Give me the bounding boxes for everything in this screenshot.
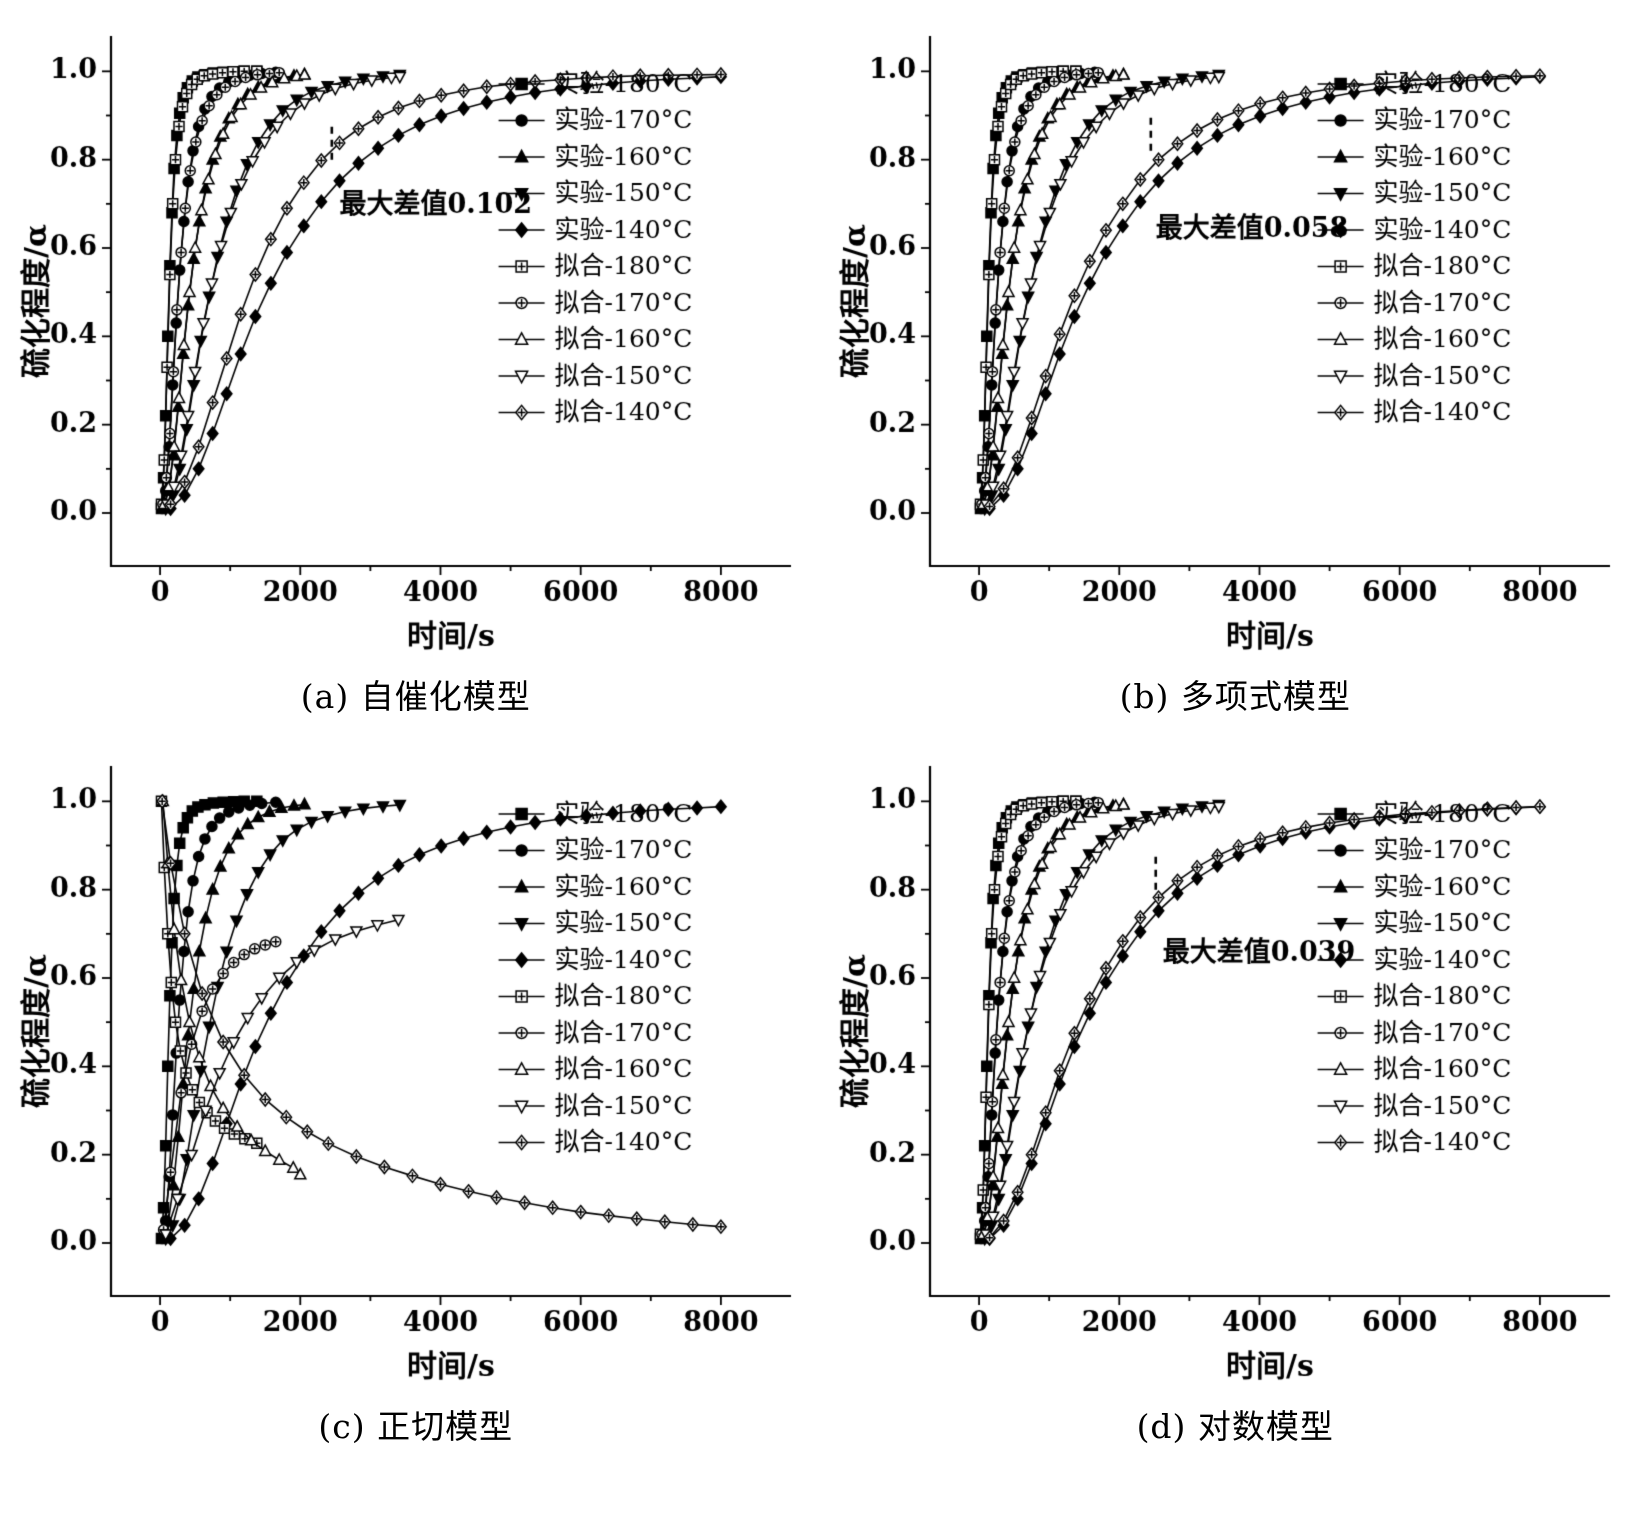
panel-d-chart-canvas	[835, 744, 1636, 1394]
panel-d-caption: (d) 对数模型	[1136, 1407, 1334, 1446]
panel-b: (b) 多项式模型	[830, 14, 1642, 718]
figure-grid: (a) 自催化模型 (b) 多项式模型 (c) 正切模型 (d) 对数模型	[10, 14, 1642, 1448]
panel-d: (d) 对数模型	[830, 744, 1642, 1448]
panel-a-caption: (a) 自催化模型	[300, 677, 531, 716]
panel-c-chart-canvas	[15, 744, 816, 1394]
panel-a-chart-canvas	[15, 14, 816, 664]
panel-a: (a) 自催化模型	[10, 14, 822, 718]
panel-c-caption: (c) 正切模型	[318, 1407, 514, 1446]
panel-b-caption: (b) 多项式模型	[1119, 677, 1351, 716]
panel-b-chart-canvas	[835, 14, 1636, 664]
panel-c: (c) 正切模型	[10, 744, 822, 1448]
